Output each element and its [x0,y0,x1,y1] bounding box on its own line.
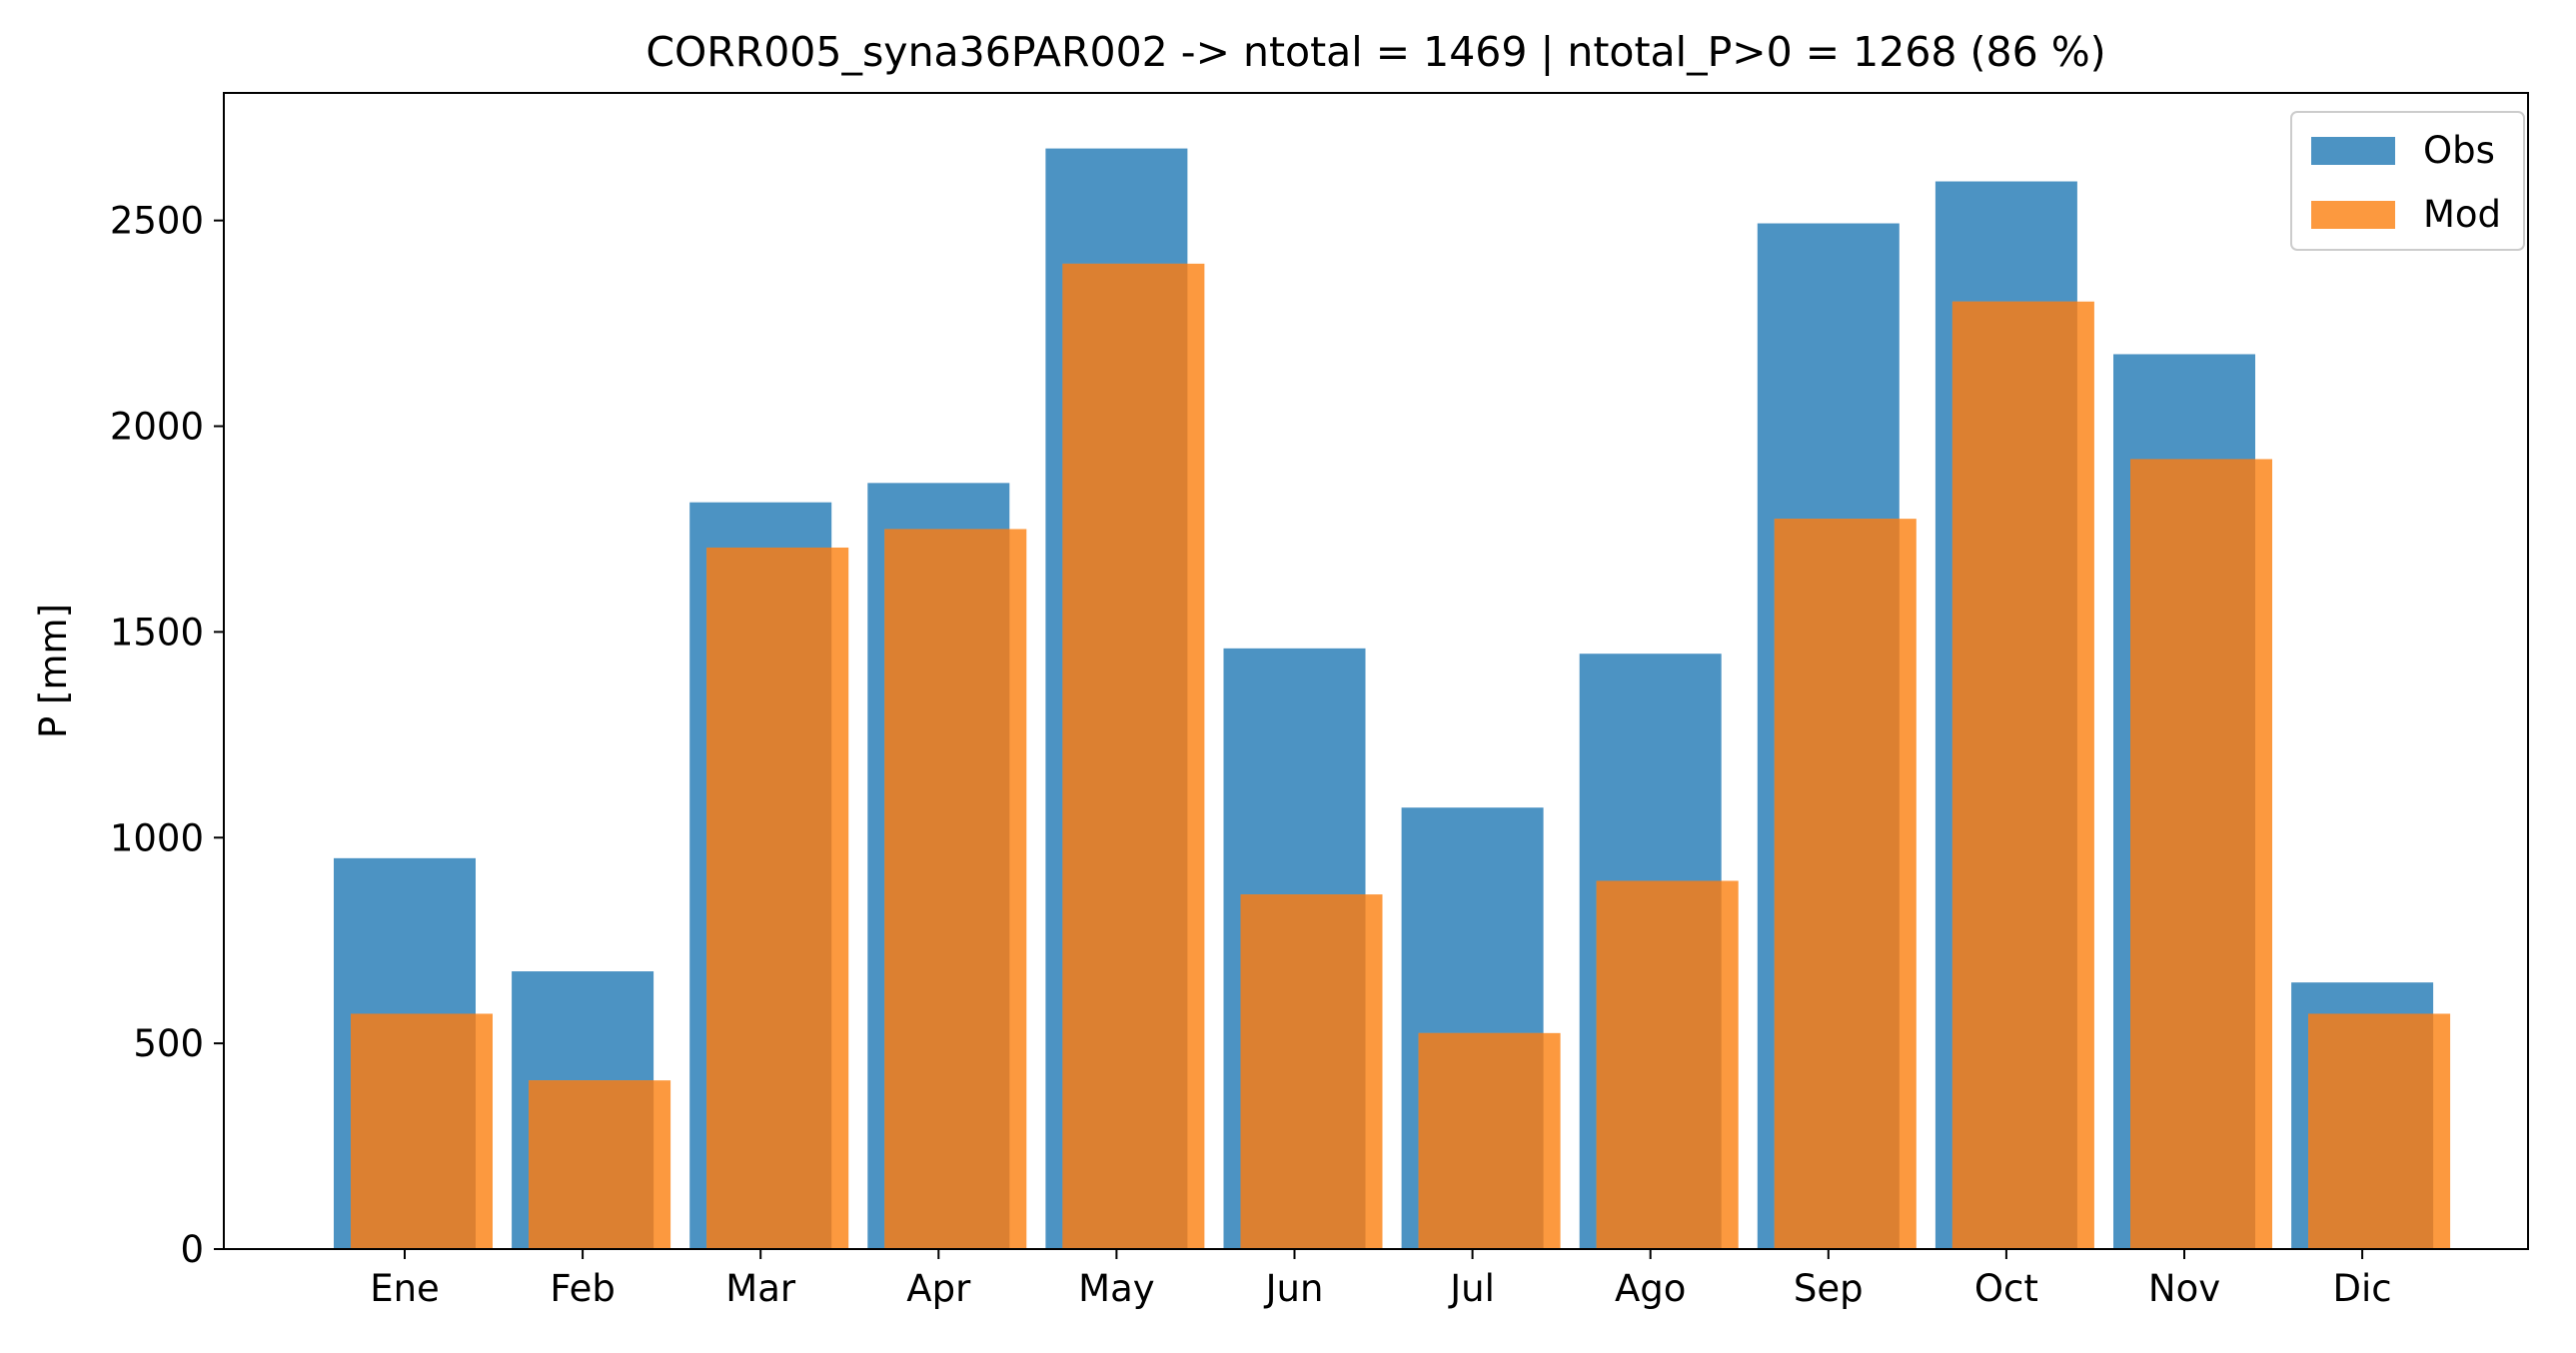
y-axis-label: P [mm] [32,604,75,738]
overlap-bar-feb [529,1080,654,1249]
overlap-bar-jul [1418,1032,1544,1249]
overlap-bar-ene [351,1013,476,1249]
overlap-bar-mar [706,547,832,1249]
overlap-bar-jun [1240,894,1366,1249]
y-tick-label: 1500 [110,611,204,654]
overlap-bar-apr [884,529,1010,1249]
legend-swatch-obs [2311,137,2395,165]
x-tick-label-ago: Ago [1615,1267,1686,1310]
x-tick-label-jun: Jun [1264,1267,1324,1310]
x-tick-label-sep: Sep [1794,1267,1864,1310]
x-tick-label-jul: Jul [1448,1267,1495,1310]
legend: Obs Mod [2290,111,2525,251]
x-tick-label-ene: Ene [370,1267,440,1310]
x-tick-label-oct: Oct [1974,1267,2038,1310]
x-tick-label-dic: Dic [2333,1267,2392,1310]
legend-label-mod: Mod [2423,193,2501,236]
x-tick-label-feb: Feb [550,1267,616,1310]
y-tick-label: 500 [133,1022,204,1065]
bars-layer [334,148,2451,1250]
y-tick-label: 1000 [110,816,204,859]
overlap-bar-nov [2130,459,2255,1249]
x-tick-label-may: May [1078,1267,1155,1310]
legend-label-obs: Obs [2423,129,2495,172]
plot-frame [223,92,2529,1250]
overlap-bar-dic [2308,1013,2434,1249]
x-tick-label-mar: Mar [725,1267,796,1310]
overlap-bar-sep [1774,519,1900,1249]
chart-title: CORR005_syna36PAR002 -> ntotal = 1469 | … [645,28,2105,76]
axes-layer: 0 500 1000 1500 2000 2500 Ene Feb Mar Apr May Jun Ju… [110,92,2529,1310]
overlap-bar-ago [1596,880,1722,1249]
x-tick-label-apr: Apr [906,1267,971,1310]
y-tick-label: 0 [180,1228,204,1271]
y-tick-label: 2000 [110,406,204,449]
x-tick-label-nov: Nov [2148,1267,2220,1310]
y-tick-label: 2500 [110,200,204,243]
overlap-bar-oct [1951,301,2077,1249]
overlap-bar-may [1062,263,1188,1249]
legend-swatch-mod [2311,201,2395,229]
